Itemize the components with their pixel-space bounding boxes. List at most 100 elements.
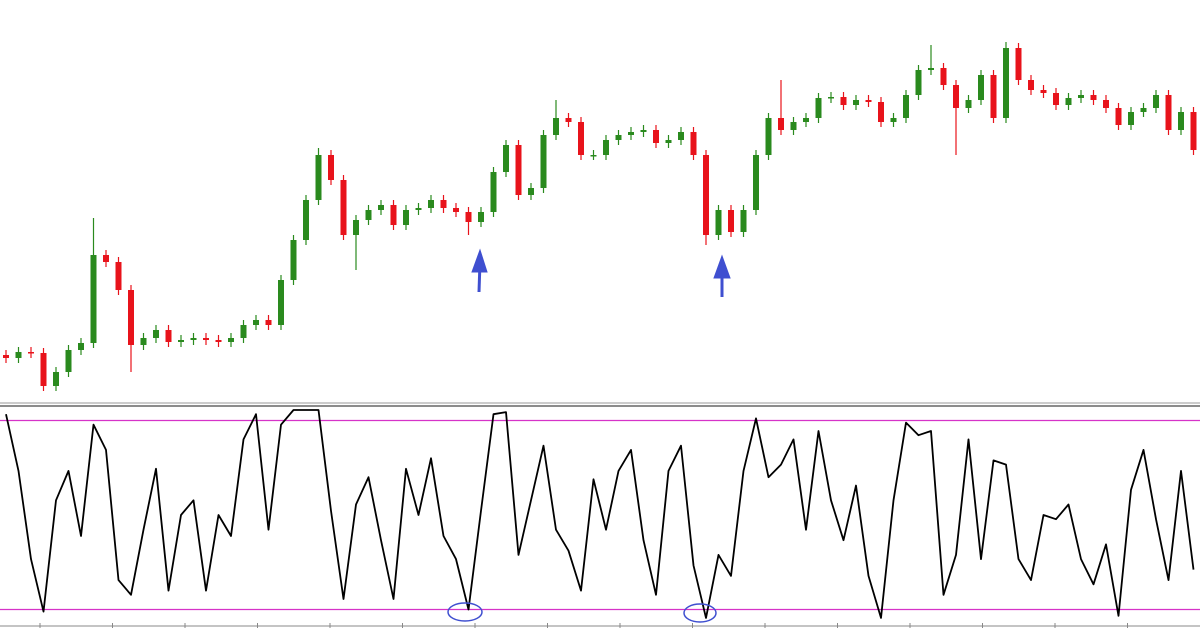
candle-body xyxy=(1078,95,1084,98)
candle-body xyxy=(578,122,584,155)
candle-body xyxy=(715,210,722,235)
candle-body xyxy=(953,85,959,108)
candle-body xyxy=(428,200,434,208)
candle-body xyxy=(703,155,709,235)
candle-body xyxy=(440,200,447,208)
candle-body xyxy=(1190,112,1197,150)
candle-body xyxy=(90,255,97,343)
candle-body xyxy=(415,208,422,210)
candle-body xyxy=(815,98,822,118)
candle-body xyxy=(640,130,647,132)
candle-body xyxy=(1103,100,1109,108)
candle-body xyxy=(178,340,184,342)
highlight-ellipse xyxy=(447,602,483,622)
candle-body xyxy=(490,172,497,212)
candle-body xyxy=(103,255,109,262)
candle-body xyxy=(265,320,272,325)
candle-body xyxy=(340,180,347,235)
candle-body xyxy=(115,262,122,290)
candle-body xyxy=(28,352,34,354)
candle-body xyxy=(515,145,522,195)
candle-body xyxy=(903,95,909,118)
candle-body xyxy=(365,210,372,220)
candle-body xyxy=(890,118,897,122)
candle-body xyxy=(140,338,147,345)
candle-body xyxy=(53,372,59,386)
candle-body xyxy=(378,205,384,210)
candle-body xyxy=(1040,90,1047,93)
candle-body xyxy=(3,355,9,358)
candle-body xyxy=(678,132,684,140)
candle-body xyxy=(728,210,734,232)
candle-body xyxy=(465,212,472,222)
candle-body xyxy=(403,210,409,225)
candle-body xyxy=(128,290,134,345)
highlight-ellipse xyxy=(683,603,717,623)
candle-body xyxy=(615,135,622,140)
candle-body xyxy=(690,132,697,155)
candle-body xyxy=(1003,48,1009,118)
candle-body xyxy=(290,240,297,280)
arrow xyxy=(471,248,488,293)
candle-body xyxy=(528,188,534,195)
candle-body xyxy=(853,100,859,105)
candle-body xyxy=(228,338,234,342)
candle-body xyxy=(978,75,984,100)
candle-body xyxy=(240,325,247,338)
candle-body xyxy=(628,132,634,135)
candle-body xyxy=(1128,112,1134,125)
candle-body xyxy=(665,140,672,143)
candle-body xyxy=(15,352,22,358)
candle-body xyxy=(65,350,72,372)
candle-body xyxy=(1178,112,1184,130)
candle-body xyxy=(553,118,559,135)
candle-body xyxy=(1165,95,1172,130)
candle-body xyxy=(353,220,359,235)
candle-body xyxy=(790,122,797,130)
candle-body xyxy=(940,68,947,85)
candle-body xyxy=(40,353,47,386)
candle-body xyxy=(590,155,597,157)
candle-body xyxy=(1115,108,1122,125)
candle-body xyxy=(653,130,659,143)
candle-body xyxy=(840,97,847,105)
candle-body xyxy=(478,212,484,222)
candle-body xyxy=(190,338,197,340)
candle-body xyxy=(915,70,922,95)
candle-body xyxy=(928,68,934,70)
candle-body xyxy=(1140,108,1147,112)
candle-body xyxy=(1090,95,1097,100)
candle-body xyxy=(828,97,834,99)
candle-body xyxy=(453,208,459,212)
candle-body xyxy=(153,330,159,338)
candle-body xyxy=(78,343,84,350)
candle-body xyxy=(540,135,547,188)
arrow xyxy=(713,254,731,297)
candle-body xyxy=(990,75,997,118)
candle-body xyxy=(740,210,747,232)
candle-body xyxy=(603,140,609,155)
candle-body xyxy=(315,155,322,200)
candle-body xyxy=(503,145,509,172)
candle-body xyxy=(390,205,397,225)
candle-body xyxy=(878,102,884,122)
candle-body xyxy=(253,320,259,325)
candle-body xyxy=(1153,95,1159,108)
candle-body xyxy=(803,118,809,122)
candle-body xyxy=(765,118,772,155)
candle-body xyxy=(1015,48,1022,80)
candle-body xyxy=(1065,98,1072,105)
candle-body xyxy=(203,338,209,340)
candle-body xyxy=(1053,93,1059,105)
oscillator-line xyxy=(5,409,1195,619)
candle-body xyxy=(753,155,759,210)
candle-body xyxy=(215,340,222,342)
candle-body xyxy=(865,100,872,102)
candle-body xyxy=(778,118,784,130)
candle-body xyxy=(278,280,284,325)
candle-body xyxy=(565,118,572,122)
candle-body xyxy=(1028,80,1034,90)
